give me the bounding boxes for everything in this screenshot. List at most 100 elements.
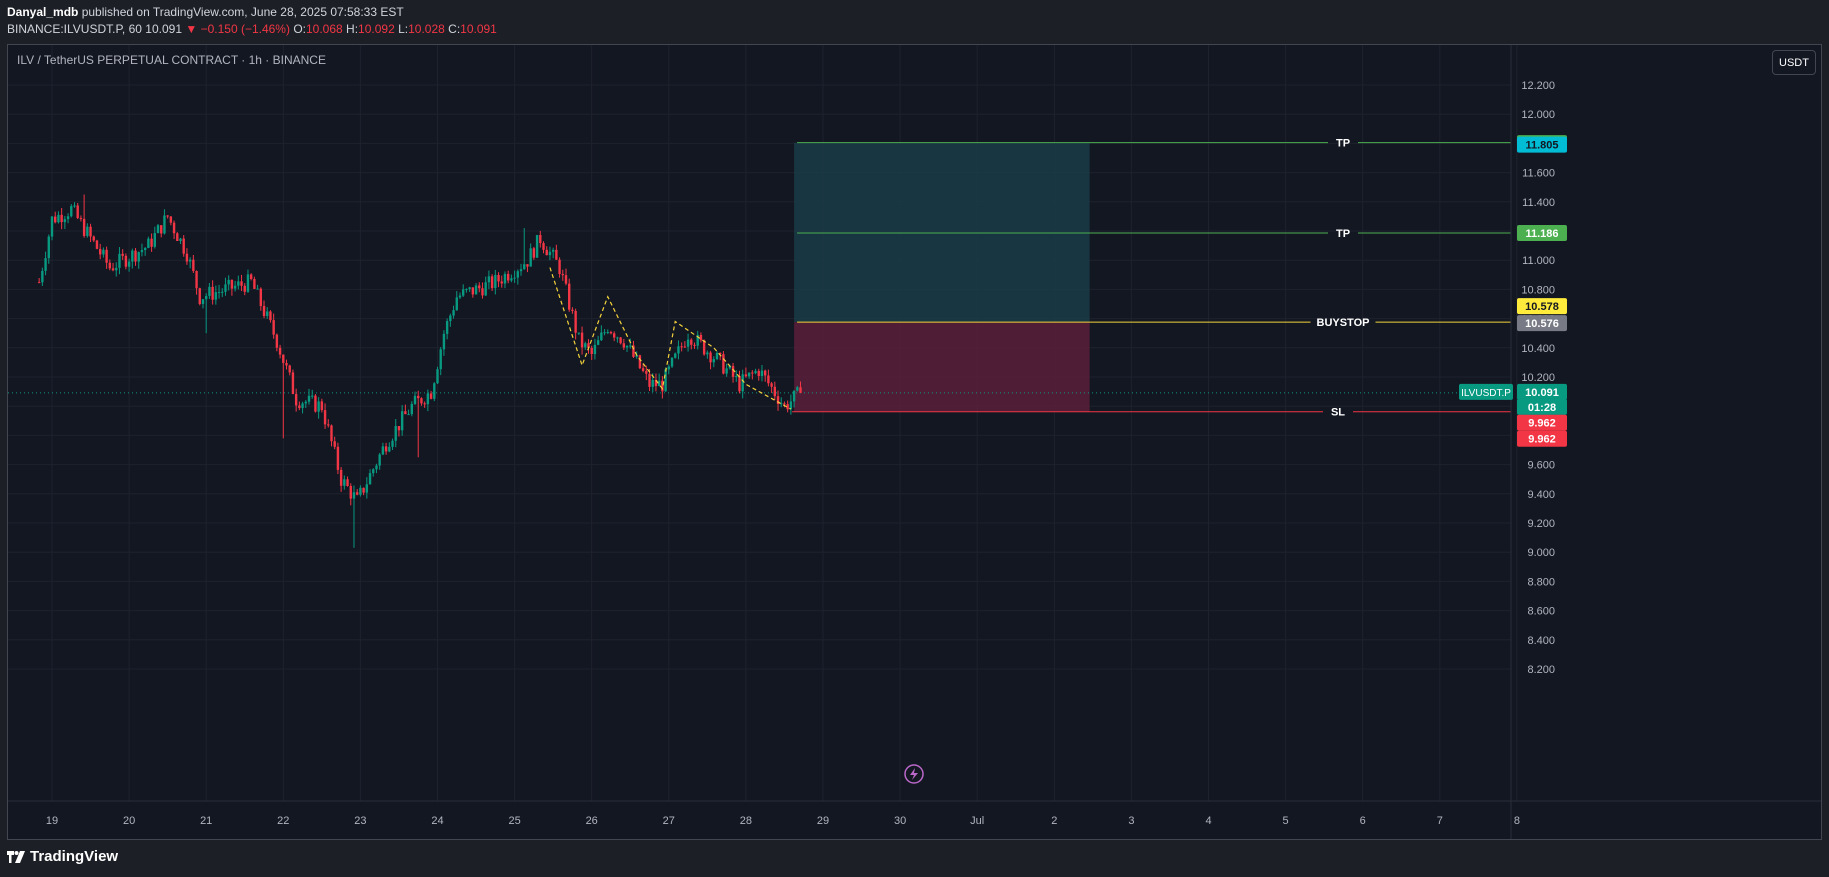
candle-body	[523, 264, 526, 270]
candle-body	[596, 340, 600, 345]
candle-body	[185, 253, 189, 262]
candle-body	[102, 249, 105, 255]
close-value: 10.091	[460, 22, 497, 36]
candle-body	[73, 205, 76, 207]
candle-body	[134, 250, 137, 262]
symbol-badge	[1459, 383, 1513, 400]
candle-body	[551, 249, 555, 252]
position-zones	[794, 142, 1090, 412]
price-badge-text: 10.576	[1525, 318, 1559, 330]
candle-body	[767, 375, 770, 384]
candle-body	[66, 216, 70, 220]
price-tick-label: 12.000	[1521, 109, 1555, 121]
lightning-icon-bolt	[910, 768, 918, 780]
candle-body	[616, 337, 619, 339]
candle-body	[333, 441, 336, 447]
candle-body	[786, 404, 789, 410]
candle-body	[436, 369, 439, 384]
candle-body	[243, 285, 246, 292]
candle-body	[529, 248, 532, 267]
candle-body	[307, 395, 311, 402]
candle-body	[776, 396, 780, 405]
symbol-legend[interactable]: ILV / TetherUS PERPETUAL CONTRACT · 1h ·…	[17, 53, 326, 67]
price-badge	[1517, 298, 1567, 315]
candle-body	[484, 282, 487, 296]
candle-body	[372, 469, 375, 474]
time-tick-label: 21	[200, 815, 212, 827]
candle-body	[217, 291, 221, 293]
candle-body	[198, 288, 201, 305]
candle-body	[606, 332, 609, 334]
candle-body	[503, 273, 507, 284]
candle-body	[487, 276, 491, 283]
price-badge	[1517, 225, 1567, 242]
candle-body	[227, 279, 230, 285]
candle-body	[420, 398, 423, 404]
time-tick-label: 30	[894, 815, 906, 827]
candle-body	[343, 479, 346, 486]
time-tick-label: 19	[46, 815, 58, 827]
candle-body	[429, 393, 433, 399]
price-tick-label: 10.800	[1521, 284, 1555, 296]
candle-body	[545, 249, 548, 256]
candle-body	[690, 339, 693, 345]
lightning-icon[interactable]	[904, 764, 924, 784]
candle-body	[497, 274, 500, 282]
candle-body	[680, 346, 683, 348]
candle-body	[609, 332, 613, 334]
candle-body	[622, 343, 626, 348]
candle-body	[127, 261, 131, 267]
candle-body	[272, 320, 275, 335]
candle-body	[147, 238, 150, 248]
candle-body	[330, 425, 333, 442]
candle-body	[471, 287, 475, 295]
candle-body	[323, 410, 327, 425]
candle-body	[763, 370, 767, 376]
candle-body	[568, 283, 571, 310]
candle-body	[564, 275, 568, 284]
time-tick-label: 27	[663, 815, 675, 827]
candle-body	[339, 469, 343, 486]
open-value: 10.068	[306, 22, 343, 36]
candle-body	[304, 401, 307, 404]
candle-body	[298, 405, 301, 409]
price-badge	[1517, 430, 1567, 447]
candle-body	[301, 403, 304, 409]
candle-body	[654, 379, 658, 387]
candle-body	[638, 355, 642, 369]
author-name[interactable]: Danyal_mdb	[7, 5, 79, 19]
candle-body	[741, 374, 744, 392]
price-badge-text: 11.186	[1525, 228, 1558, 240]
tradingview-logo[interactable]: TradingView	[7, 848, 118, 865]
candle-body	[490, 276, 494, 289]
high-label: H:	[346, 22, 359, 36]
time-tick-label: 24	[431, 815, 443, 827]
level-lines: TP TP BUYSTOP SL	[8, 138, 1511, 419]
candle-body	[674, 353, 677, 358]
time-tick-label: 8	[1514, 815, 1520, 827]
candle-body	[179, 238, 182, 242]
price-tick-label: 9.000	[1527, 547, 1555, 559]
candle-body	[108, 262, 112, 269]
chart-overlays	[904, 764, 924, 784]
candle-body	[336, 446, 340, 470]
candle-body	[747, 372, 751, 377]
candle-body	[590, 347, 593, 355]
candle-body	[355, 492, 359, 495]
candle-body	[661, 380, 664, 392]
candle-body	[754, 370, 757, 374]
candle-body	[76, 205, 79, 219]
price-tick-label: 12.200	[1521, 80, 1555, 92]
price-tick-label: 10.400	[1521, 343, 1555, 355]
publish-info: Danyal_mdb published on TradingView.com,…	[7, 5, 404, 19]
candle-body	[760, 370, 764, 377]
high-value: 10.092	[358, 22, 395, 36]
price-badges: 11.80911.80511.18610.57810.57610.09101:2…	[1459, 135, 1567, 447]
price-badge-text: 01:28	[1528, 402, 1556, 414]
candle-body	[728, 365, 732, 369]
currency-button[interactable]: USDT	[1772, 50, 1816, 75]
candle-body	[63, 219, 67, 223]
candle-body	[404, 411, 407, 415]
